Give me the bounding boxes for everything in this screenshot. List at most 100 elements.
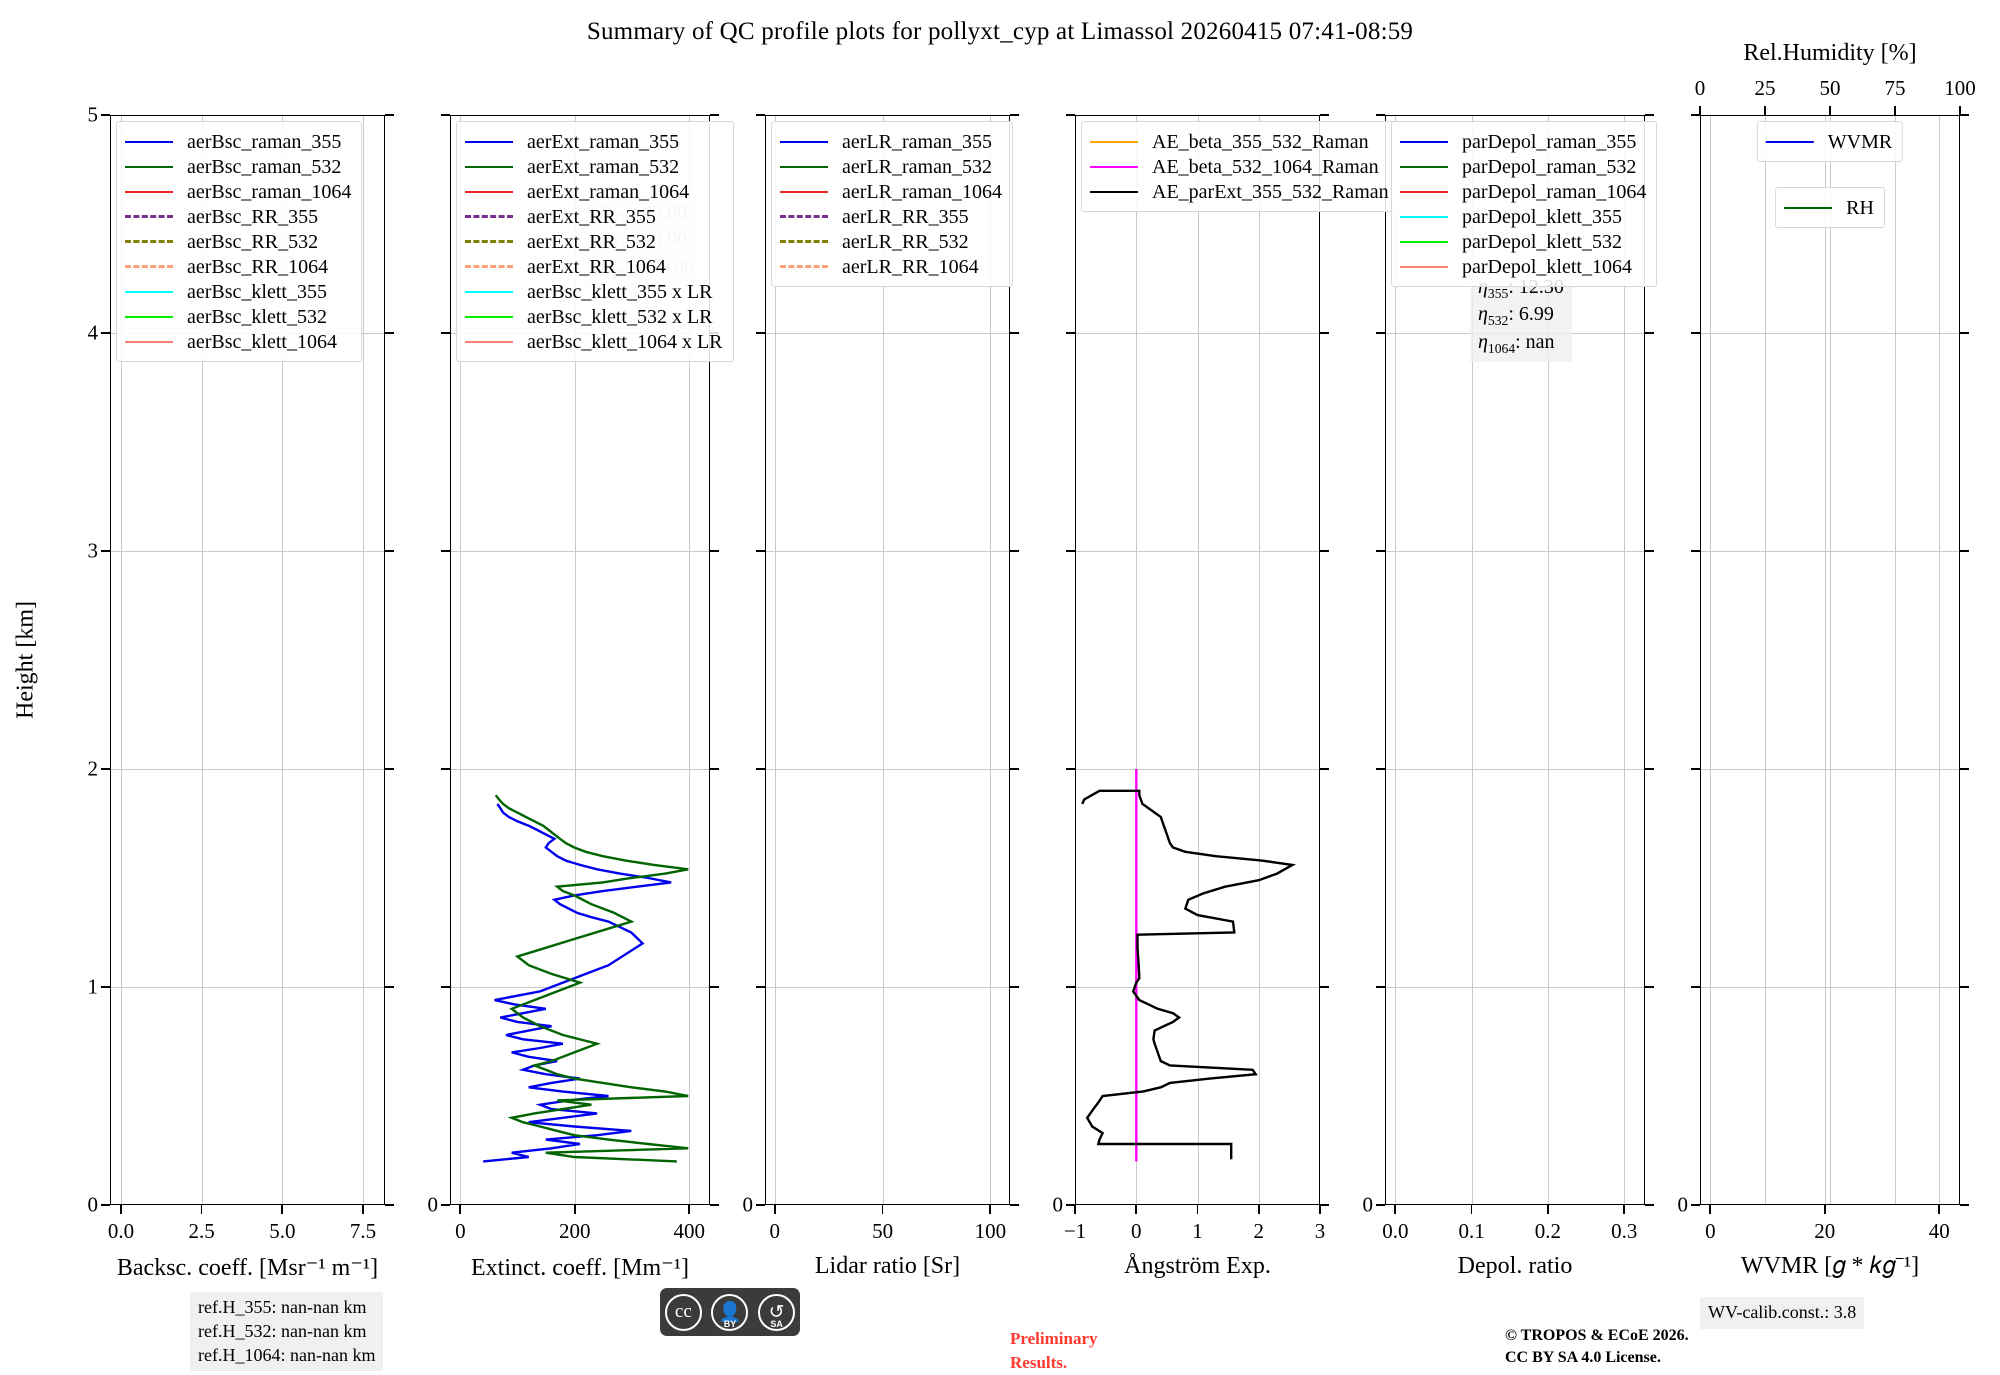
legend-label: aerExt_raman_532 (527, 155, 680, 178)
cc-by-icon: 👤 (711, 1293, 749, 1331)
cc-sa-icon: ↺ (758, 1293, 796, 1331)
legend-swatch-cyan (465, 290, 513, 293)
y-axis-zero-label: 0 (1362, 1192, 1374, 1217)
legend-swatch-blue (125, 140, 173, 143)
legend-swatch-blue (1765, 140, 1814, 143)
legend-swatch-blue (780, 140, 828, 143)
legend-item: parDepol_raman_1064 (1400, 179, 1646, 204)
panel-angstrom: −1 0 1 2 3 0 Ångström Exp. AE_beta_355_532_Rama… (1053, 114, 1400, 1279)
legend-label: aerLR_raman_532 (842, 155, 992, 178)
x-tick-label: 0.2 (1534, 1219, 1562, 1243)
legend-item: AE_beta_355_532_Raman (1090, 129, 1389, 154)
legend-swatch-salmon (465, 265, 513, 268)
plot-frame (110, 115, 385, 1205)
legend-swatch-olive (780, 240, 828, 243)
legend-wvmr: WVMR (1756, 121, 1904, 162)
legend-label: aerExt_RR_355 (527, 205, 656, 228)
legend-swatch-cyan (125, 290, 173, 293)
x-tick-label: 0.1 (1458, 1219, 1485, 1243)
copyright-note: © TROPOS & ECoE 2026. CC BY SA 4.0 Licen… (1505, 1325, 1689, 1370)
legend-item: aerLR_RR_532 (780, 229, 1002, 254)
plot-frame (1700, 115, 1960, 1205)
legend-swatch-red (465, 190, 513, 193)
legend-label: aerExt_raman_1064 (527, 180, 690, 203)
legend-swatch-green (780, 165, 828, 168)
legend-label: WVMR (1827, 130, 1893, 153)
legend-swatch-purple (125, 215, 173, 218)
x-tick-label: 20 (1814, 1219, 1836, 1243)
x-tick-label: 1 (1192, 1219, 1203, 1243)
y-tick-label: 2 (87, 756, 99, 781)
legend-swatch-olive (125, 240, 173, 243)
legend-item: aerLR_RR_355 (780, 204, 1002, 229)
legend-label: aerBsc_RR_1064 (187, 255, 329, 278)
x-tick-label: 5.0 (269, 1219, 296, 1243)
legend-label: aerBsc_klett_1064 x LR (527, 330, 723, 353)
legend-label: aerBsc_klett_532 (187, 305, 327, 328)
legend-label: parDepol_klett_355 (1462, 205, 1622, 228)
cc-by-label: BY (723, 1318, 737, 1329)
cc-sa-label: SA (770, 1318, 783, 1329)
x-tick-label: 7.5 (349, 1219, 377, 1243)
ref-h-1064: ref.H_1064: nan-nan km (198, 1344, 376, 1365)
plot-frame (1385, 115, 1645, 1205)
x-axis-title: WVMR [𝑔 * 𝑘𝑔⁻¹] (1740, 1253, 1920, 1279)
legend-item: parDepol_raman_355 (1400, 129, 1646, 154)
plot-frame (765, 115, 1010, 1205)
legend-label: aerBsc_klett_355 x LR (527, 280, 713, 303)
x-tick-label: 40 (1928, 1219, 1950, 1243)
legend-backscatter: aerBsc_raman_355 aerBsc_raman_532 aerBsc_r… (116, 121, 363, 362)
legend-item: aerBsc_klett_532 (125, 304, 351, 329)
x-tick-label: 3 (1314, 1219, 1326, 1243)
legend-item: WVMR (1765, 129, 1893, 154)
legend-swatch-blue (465, 140, 513, 143)
legend-label: aerExt_RR_532 (527, 230, 656, 253)
legend-swatch-orange (1090, 140, 1138, 143)
curve-aerExt_raman_355 (483, 803, 672, 1163)
legend-swatch-purple (780, 215, 828, 218)
x-tick-label: 50 (872, 1219, 894, 1243)
reference-height-box: ref.H_355: nan-nan km ref.H_532: nan-nan… (190, 1292, 384, 1372)
legend-swatch-lightcoral (1400, 265, 1448, 268)
x-tick-label: 2 (1253, 1219, 1265, 1243)
top-x-tick-label: 25 (1754, 76, 1776, 100)
legend-swatch-blue (1400, 140, 1448, 143)
preliminary-results-note: Preliminary Results. (1010, 1327, 1098, 1375)
legend-item: aerExt_RR_532 (465, 229, 723, 254)
panel-wvmr: 0 20 40 0 0 25 50 75 100 Rel.Humidity [%] WVMR [𝑔 … (1678, 40, 1976, 1279)
y-tick-label: 1 (87, 974, 99, 999)
x-tick-label: 0 (1131, 1219, 1142, 1243)
legend-label: aerBsc_raman_355 (187, 130, 342, 153)
legend-label: AE_beta_355_532_Raman (1152, 130, 1369, 153)
legend-swatch-lightcoral (125, 340, 173, 343)
legend-item: aerExt_raman_1064 (465, 179, 723, 204)
x-tick-label: 100 (974, 1219, 1007, 1243)
legend-swatch-red (780, 190, 828, 193)
legend-label: aerBsc_raman_1064 (187, 180, 352, 203)
legend-label: aerLR_RR_355 (842, 205, 969, 228)
y-axis-zero-label: 0 (1052, 1192, 1064, 1217)
x-tick-label: 0.0 (1382, 1219, 1409, 1243)
copyright-line-2: CC BY SA 4.0 License. (1505, 1349, 1661, 1367)
legend-label: aerBsc_klett_1064 (187, 330, 337, 353)
legend-swatch-purple (465, 215, 513, 218)
legend-label: aerBsc_RR_355 (187, 205, 319, 228)
legend-label: aerExt_RR_1064 (527, 255, 666, 278)
legend-label: aerBsc_klett_532 x LR (527, 305, 713, 328)
legend-item: aerExt_raman_355 (465, 129, 723, 154)
y-tick-label: 3 (87, 538, 99, 563)
legend-item: aerBsc_RR_355 (125, 204, 351, 229)
legend-swatch-red (125, 190, 173, 193)
x-tick-label: 0 (769, 1219, 781, 1243)
legend-item: aerExt_RR_355 (465, 204, 723, 229)
legend-swatch-green (1400, 165, 1448, 168)
y-axis-title: Height [km] (12, 601, 39, 719)
legend-item: aerLR_raman_355 (780, 129, 1002, 154)
legend-item: aerBsc_RR_532 (125, 229, 351, 254)
x-tick-label: 0 (455, 1219, 466, 1243)
legend-item: RH (1784, 195, 1874, 220)
legend-label: RH (1846, 196, 1874, 219)
ref-h-355: ref.H_355: nan-nan km (198, 1297, 367, 1317)
x-axis-title: Backsc. coeff. [Msr⁻¹ m⁻¹] (116, 1255, 379, 1281)
